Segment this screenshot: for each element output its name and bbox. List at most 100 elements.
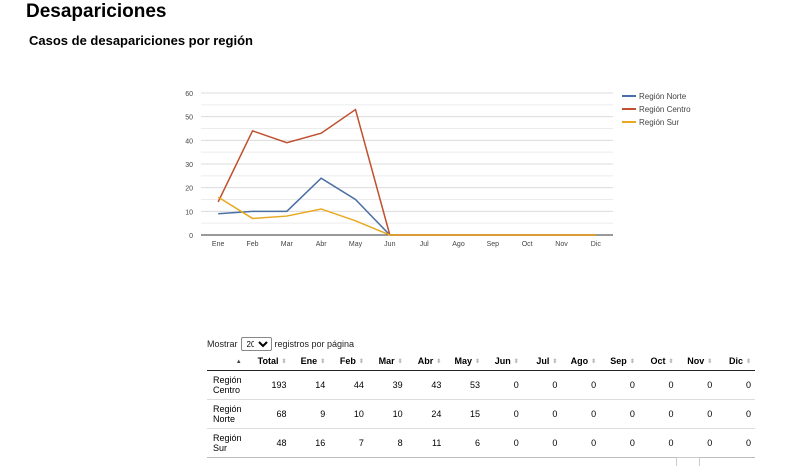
table-cell: 16 (290, 428, 330, 458)
page-length-select[interactable]: 20 (240, 337, 272, 351)
page-length-control: Mostrar 20 registros por página (207, 337, 354, 351)
sort-icon: ⬍ (745, 359, 751, 366)
column-header-ene[interactable]: Ene ⬍ (290, 352, 330, 371)
table-cell: 7 (329, 428, 368, 458)
y-tick-label: 40 (185, 138, 193, 145)
x-tick-label: Ago (452, 241, 465, 248)
page-title: Desapariciones (26, 1, 167, 22)
table-cell: 0 (522, 370, 562, 400)
legend-label: Región Sur (639, 118, 679, 127)
region-label-line1: Región (213, 375, 242, 385)
column-header-label: Sep (610, 356, 627, 366)
column-header-nov[interactable]: Nov ⬍ (677, 352, 717, 371)
sort-icon: ⬍ (436, 359, 442, 366)
table-cell: 0 (677, 370, 717, 400)
column-header-label: Nov (687, 356, 705, 366)
x-tick-label: Sep (487, 241, 500, 248)
table-cell: 0 (561, 370, 601, 400)
sort-icon: ⬍ (552, 359, 558, 366)
region-cell: Región Sur (207, 428, 246, 458)
column-header-feb[interactable]: Feb ⬍ (329, 352, 368, 371)
sort-icon: ⬍ (281, 359, 287, 366)
x-tick-label: Ene (212, 241, 225, 248)
sort-icon: ⬍ (358, 359, 364, 366)
chart-grid (201, 92, 613, 236)
sort-icon: ⬍ (475, 359, 481, 366)
column-header-label: Ago (570, 356, 589, 366)
region-label-line2: Sur (213, 443, 228, 453)
sort-icon: ⬍ (668, 359, 674, 366)
table-cell: 53 (445, 370, 485, 400)
column-header-oct[interactable]: Oct ⬍ (638, 352, 678, 371)
table-cell: 48 (245, 428, 291, 458)
length-prefix: Mostrar (207, 339, 238, 349)
table-cell: 39 (367, 370, 407, 400)
table-cell: 68 (245, 399, 291, 429)
column-header-label: Oct (650, 356, 666, 366)
table-cell: 8 (367, 428, 407, 458)
column-header-label: Jun (494, 356, 511, 366)
sort-icon: ⬍ (629, 359, 635, 366)
column-header-label: Feb (339, 356, 356, 366)
table-cell: 44 (329, 370, 368, 400)
table-cell: 0 (600, 428, 639, 458)
cases-table: ▲ Total ⬍ Ene ⬍ Feb ⬍ Mar ⬍ Abr ⬍ May ⬍ Jun ⬍ Jul ⬍ Ago ⬍ S… (207, 352, 755, 458)
column-header-abr[interactable]: Abr ⬍ (406, 352, 446, 371)
table-cell: 11 (406, 428, 446, 458)
x-tick-label: Feb (246, 241, 258, 248)
column-header-ago[interactable]: Ago ⬍ (561, 352, 601, 371)
table-cell: 0 (600, 370, 639, 400)
table-cell: 43 (406, 370, 446, 400)
y-tick-label: 20 (185, 186, 193, 193)
column-header-label: Abr (417, 356, 434, 366)
region-cell: Región Centro (207, 370, 246, 400)
column-header-dic[interactable]: Dic ⬍ (716, 352, 755, 371)
table-cell: 0 (522, 428, 562, 458)
region-label-line1: Región (213, 433, 242, 443)
column-header-label: Jul (536, 356, 550, 366)
column-header-jul[interactable]: Jul ⬍ (522, 352, 562, 371)
table-cell: 0 (638, 399, 678, 429)
table-cell: 0 (716, 428, 755, 458)
table-cell: 0 (484, 370, 523, 400)
table-cell: 24 (406, 399, 446, 429)
series-line-region-norte (218, 177, 596, 236)
region-cell: Región Norte (207, 399, 246, 429)
x-tick-label: May (349, 241, 363, 248)
line-chart: Ene Feb Mar Abr May Jun Jul Ago Sep Oct Nov Dic 0 10… (185, 91, 691, 248)
table-cell: 0 (600, 399, 639, 429)
y-tick-label: 60 (185, 91, 193, 98)
y-tick-label: 0 (189, 233, 193, 240)
table-cell: 193 (245, 370, 291, 400)
section-title: Casos de desapariciones por región (29, 33, 253, 48)
table-cell: 0 (484, 399, 523, 429)
region-label-line2: Norte (213, 414, 236, 424)
x-tick-label: Oct (522, 241, 533, 248)
table-cell: 0 (677, 428, 717, 458)
series-line-region-sur (217, 196, 596, 236)
column-header-region[interactable]: ▲ (207, 352, 246, 371)
legend-label: Región Centro (639, 105, 691, 114)
sort-icon: ⬍ (397, 359, 403, 366)
table-cell: 10 (329, 399, 368, 429)
legend-label: Región Norte (639, 92, 687, 101)
chart-legend: Región Norte Región Centro Región Sur (622, 92, 691, 127)
length-suffix: registros por página (274, 339, 355, 349)
column-header-sep[interactable]: Sep ⬍ (600, 352, 639, 371)
y-axis: 0 10 20 30 40 50 60 (185, 91, 193, 240)
sort-icon: ⬍ (320, 359, 326, 366)
table-header-row: ▲ Total ⬍ Ene ⬍ Feb ⬍ Mar ⬍ Abr ⬍ May ⬍ Jun ⬍ Jul ⬍ Ago ⬍ S… (207, 352, 755, 371)
table-cell: 0 (716, 370, 755, 400)
x-tick-label: Dic (591, 241, 602, 248)
table-cell: 14 (290, 370, 330, 400)
column-header-total[interactable]: Total ⬍ (245, 352, 291, 371)
table-row: Región Centro 193 14 44 39 43 53 0 0 0 0 0 0 0 (207, 370, 755, 400)
sort-icon: ▲ (235, 358, 242, 365)
region-label-line1: Región (213, 404, 242, 414)
column-header-label: Dic (728, 356, 743, 366)
column-header-jun[interactable]: Jun ⬍ (484, 352, 523, 371)
column-header-may[interactable]: May ⬍ (445, 352, 485, 371)
table-cell: 6 (445, 428, 485, 458)
x-tick-label: Jul (420, 241, 429, 248)
column-header-mar[interactable]: Mar ⬍ (367, 352, 407, 371)
